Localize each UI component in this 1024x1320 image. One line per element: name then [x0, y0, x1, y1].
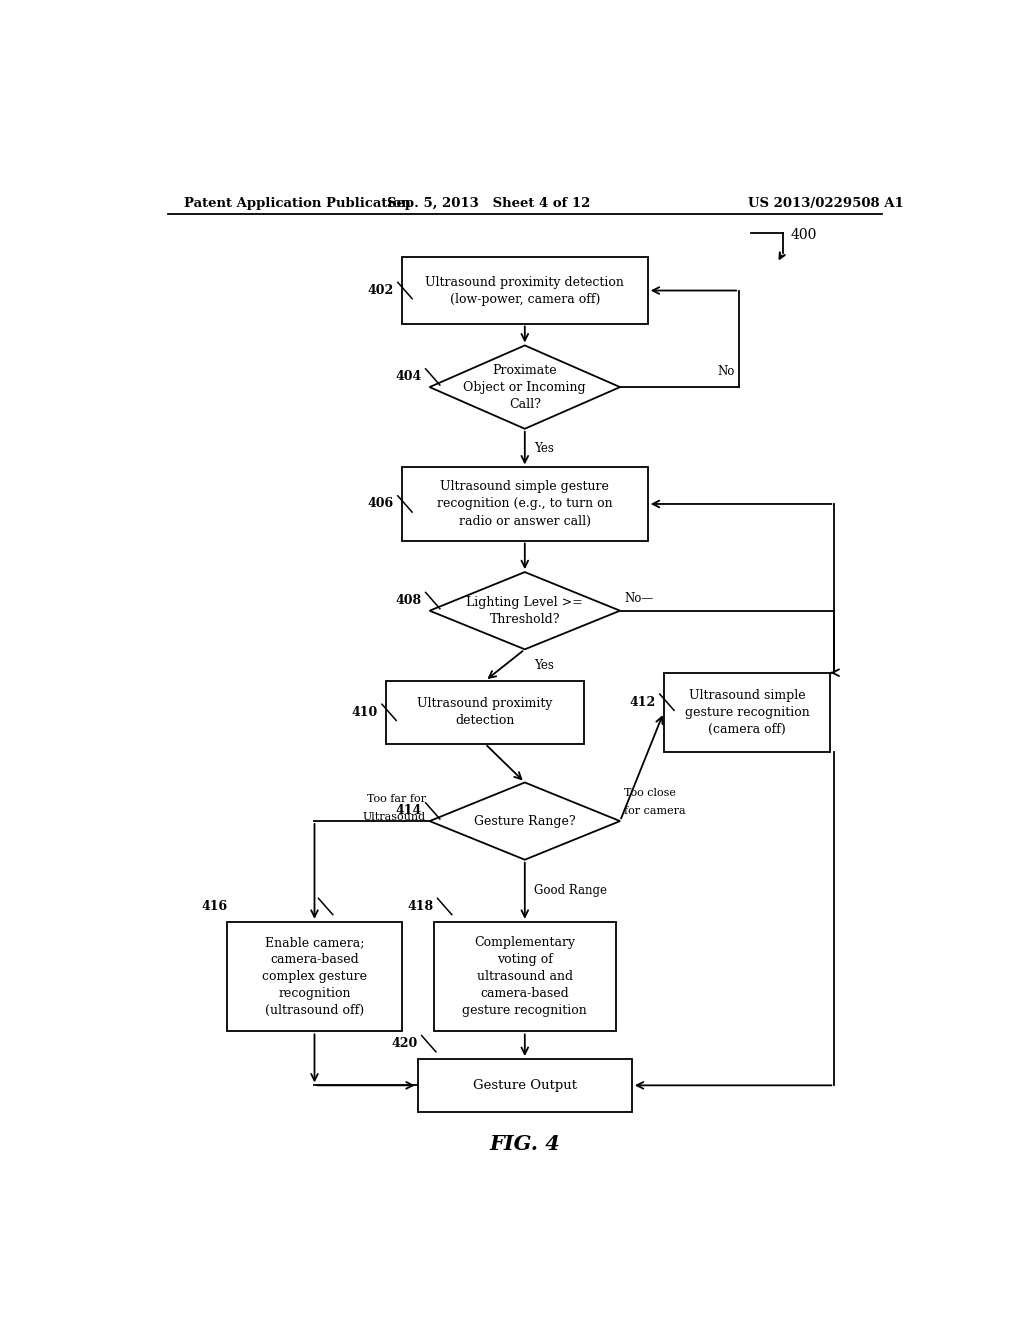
Text: Proximate
Object or Incoming
Call?: Proximate Object or Incoming Call?	[464, 363, 586, 411]
Text: Ultrasound proximity detection
(low-power, camera off): Ultrasound proximity detection (low-powe…	[425, 276, 625, 305]
Text: 402: 402	[368, 284, 394, 297]
FancyBboxPatch shape	[664, 673, 830, 752]
FancyBboxPatch shape	[386, 681, 585, 744]
Text: US 2013/0229508 A1: US 2013/0229508 A1	[749, 197, 904, 210]
Text: 410: 410	[351, 706, 378, 719]
FancyBboxPatch shape	[401, 467, 648, 541]
Text: Too far for: Too far for	[367, 793, 426, 804]
Text: Gesture Range?: Gesture Range?	[474, 814, 575, 828]
Text: No—: No—	[624, 591, 653, 605]
Text: 400: 400	[791, 227, 817, 242]
Text: Ultrasound proximity
detection: Ultrasound proximity detection	[418, 697, 553, 727]
Text: FIG. 4: FIG. 4	[489, 1134, 560, 1154]
FancyBboxPatch shape	[401, 257, 648, 323]
Text: Good Range: Good Range	[535, 884, 607, 898]
Text: Sep. 5, 2013   Sheet 4 of 12: Sep. 5, 2013 Sheet 4 of 12	[387, 197, 591, 210]
FancyBboxPatch shape	[418, 1059, 632, 1111]
Text: Yes: Yes	[535, 442, 554, 454]
Text: No: No	[718, 366, 735, 379]
Text: Enable camera;
camera-based
complex gesture
recognition
(ultrasound off): Enable camera; camera-based complex gest…	[262, 936, 367, 1018]
Text: Too close: Too close	[624, 788, 676, 797]
Text: Complementary
voting of
ultrasound and
camera-based
gesture recognition: Complementary voting of ultrasound and c…	[463, 936, 587, 1018]
Text: Ultrasound simple
gesture recognition
(camera off): Ultrasound simple gesture recognition (c…	[685, 689, 809, 735]
Text: Lighting Level >=
Threshold?: Lighting Level >= Threshold?	[466, 595, 584, 626]
Text: for camera: for camera	[624, 807, 686, 816]
Text: 408: 408	[395, 594, 422, 607]
FancyBboxPatch shape	[433, 921, 616, 1031]
Text: Ultrasound simple gesture
recognition (e.g., to turn on
radio or answer call): Ultrasound simple gesture recognition (e…	[437, 480, 612, 528]
Text: 420: 420	[391, 1038, 418, 1051]
FancyBboxPatch shape	[227, 921, 401, 1031]
Polygon shape	[430, 572, 620, 649]
Text: Ultrasound: Ultrasound	[362, 812, 426, 822]
Text: Patent Application Publication: Patent Application Publication	[183, 197, 411, 210]
Text: 412: 412	[630, 696, 655, 709]
Text: Gesture Output: Gesture Output	[473, 1078, 577, 1092]
Polygon shape	[430, 346, 620, 429]
Text: 414: 414	[395, 804, 422, 817]
Text: 406: 406	[368, 498, 394, 511]
Text: 404: 404	[395, 371, 422, 383]
Text: 416: 416	[201, 900, 227, 913]
Text: Yes: Yes	[535, 659, 554, 672]
Polygon shape	[430, 783, 620, 859]
Text: 418: 418	[408, 900, 433, 913]
